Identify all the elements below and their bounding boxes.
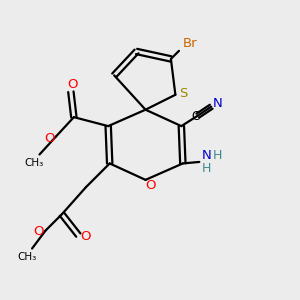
Text: H: H bbox=[213, 149, 223, 163]
Text: CH₃: CH₃ bbox=[17, 252, 36, 262]
Text: N: N bbox=[213, 97, 223, 110]
Text: O: O bbox=[80, 230, 91, 243]
Text: S: S bbox=[179, 87, 187, 100]
Text: O: O bbox=[34, 225, 44, 238]
Text: Br: Br bbox=[183, 37, 198, 50]
Text: C: C bbox=[192, 110, 200, 123]
Text: N: N bbox=[202, 149, 211, 163]
Text: O: O bbox=[44, 132, 55, 145]
Text: H: H bbox=[202, 162, 211, 175]
Text: CH₃: CH₃ bbox=[24, 158, 43, 168]
Text: O: O bbox=[67, 78, 77, 91]
Text: O: O bbox=[146, 179, 156, 192]
